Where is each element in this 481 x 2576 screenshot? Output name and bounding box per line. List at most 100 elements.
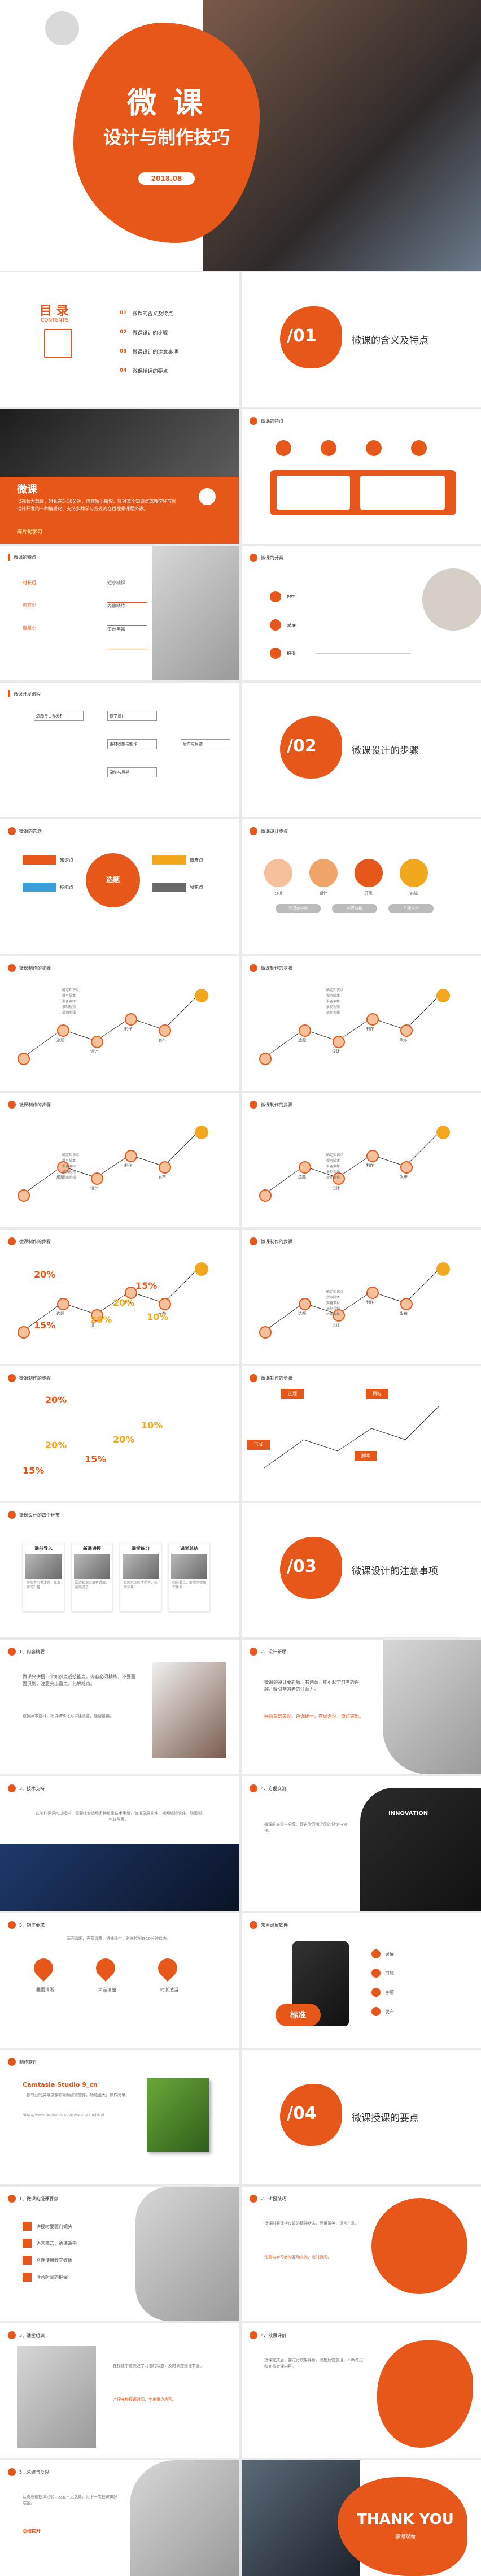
slide-step[interactable]: 微课制作的步骤 选题 设计 制作 发布 确定知识点 撰写脚本 准备素材 录制视频 后期剪辑 (0, 1093, 239, 1227)
slide-step[interactable]: 微课制作的步骤 选题 设计 制作 发布 20% 20% 15% 20% 15% 10% (0, 1230, 239, 1364)
slide-21[interactable]: 1、内容精要 微课只讲授一个知识点或技能点，内容必须精练，不要面面俱到，注意突出… (0, 1640, 239, 1774)
slide-07[interactable]: 微课开发流程 选题与目标分析 教学设计 素材收集与制作 录制与后期 发布与反馈 (0, 683, 239, 817)
toc-item[interactable]: 02 微课设计的步骤 (120, 323, 178, 342)
s9-circle (264, 859, 292, 887)
step-list-item: 后期剪辑 (326, 1313, 340, 1317)
slide-26[interactable]: 常用录屏软件 标准 录屏 剪辑 字幕 发布 (242, 1913, 481, 2048)
slide-step[interactable]: 微课制作的步骤 选题 设计 制作 发布 确定知识点 撰写脚本 准备素材 录制视频 后期剪辑 (0, 956, 239, 1091)
s19-card-image (25, 1554, 62, 1579)
step-node (400, 1298, 413, 1310)
slide-24[interactable]: 4、方便交流 微课的交流与分享，促进学习者之间的讨论与协作。 INNOVATIO… (242, 1776, 481, 1911)
s19-card[interactable]: 课前导入 吸引学习者注意，激发学习兴趣 (23, 1543, 64, 1611)
section-04-num: /04 (287, 2104, 317, 2123)
slide-33-hl: 总结提升 (23, 2529, 41, 2534)
s19-card-desc: 吸引学习者注意，激发学习兴趣 (27, 1581, 61, 1590)
s25-pin-label: 声音清楚 (98, 1987, 116, 1992)
step-list-item: 确定知识点 (326, 988, 344, 992)
slide-thank-you[interactable]: THANK YOU 感谢观看 (242, 2460, 481, 2576)
s19-card[interactable]: 课堂总结 归纳要点，形成完整知识体系 (168, 1543, 210, 1611)
s29-item: 讲授时要面向镜头 (23, 2218, 77, 2235)
step-rocket-icon (436, 989, 450, 1002)
step-list-item: 录制视频 (62, 1170, 76, 1174)
slide-cover[interactable]: 微 课 设计与制作技巧 2018.08 (0, 0, 481, 271)
toc-item[interactable]: 04 微课授课的要点 (120, 361, 178, 380)
section-03-num: /03 (287, 1557, 317, 1576)
s7-box: 发布与反馈 (181, 739, 230, 749)
step-rocket-icon (436, 1262, 450, 1276)
slide-section-01[interactable]: /01 微课的含义及特点 (242, 272, 481, 407)
step-path-line (22, 1132, 198, 1195)
s29-item-num (23, 2256, 32, 2265)
slide-31-body: 在授课中要关注学习者的状态，及时调整授课节奏。 (113, 2364, 204, 2368)
slide-29-header: 1、微课的授课要点 (8, 2195, 58, 2203)
toc-item[interactable]: 03 微课设计的注意事项 (120, 342, 178, 361)
step-node (259, 1189, 272, 1202)
slide-09[interactable]: 微课设计步骤 分析 设计 开发 实施 学习者分析 内容分析 目标设定 (242, 819, 481, 954)
slide-section-03[interactable]: /03 微课设计的注意事项 (242, 1503, 481, 1637)
step-label: 选题 (56, 1038, 64, 1042)
step-list-item: 撰写脚本 (62, 1159, 76, 1163)
slide-29[interactable]: 1、微课的授课要点 讲授时要面向镜头 语言简洁，语速适中 合理使用教学媒体 注意时间的… (0, 2187, 239, 2321)
slide-step[interactable]: 微课制作的步骤 选题 设计 制作 发布 确定知识点 撰写脚本 准备素材 录制视频 后期剪辑 (242, 1093, 481, 1227)
step-node (18, 1326, 30, 1339)
slide-04-header: 微课的特点 (250, 417, 283, 425)
step-pct: 15% (23, 1465, 45, 1476)
s6-row: 拍摄 (270, 639, 411, 667)
slide-32[interactable]: 4、效果评价 授课完成后，要进行效果评价，收集反馈意见，不断改进和完善微课内容。 (242, 2323, 481, 2458)
slide-22[interactable]: 2、设计新颖 微课的设计要新颖、有创意，能引起学习者的兴趣，吸引学习者的注意力。… (242, 1640, 481, 1774)
slide-30-header: 2、讲授技巧 (250, 2195, 286, 2203)
slide-03-highlight: 碎片化学习 (17, 529, 43, 535)
section-03-blob (280, 1537, 342, 1599)
slide-31[interactable]: 3、课堂组织 在授课中要关注学习者的状态，及时调整授课节奏。 合理安排授课时间，… (0, 2323, 239, 2458)
s6-row: 录屏 (270, 611, 411, 639)
s19-card-image (74, 1554, 110, 1579)
slide-27-url[interactable]: http://www.techsmith.com/camtasia.html (23, 2113, 104, 2117)
step-node (125, 1150, 137, 1162)
slide-25[interactable]: 5、制作要求 画面清晰，声音清楚，语速适中，时长控制在10分钟以内。 画面清晰 声… (0, 1913, 239, 2048)
step-pct: 20% (90, 1314, 112, 1325)
slide-step-header-dot (8, 964, 16, 972)
step-label: 选题 (56, 1311, 64, 1316)
slide-03[interactable]: 微课 以视频为载体，时长在5-10分钟，内容短小精悍，针对某个知识点或教学环节而… (0, 409, 239, 544)
slide-05[interactable]: 微课的特点 短小精悍 内容精练 资源丰富 时长短 内容少 容量小 (0, 546, 239, 680)
slide-07-flow: 选题与目标分析 教学设计 素材收集与制作 录制与后期 发布与反馈 (34, 711, 230, 807)
s19-card[interactable]: 课堂练习 及时巩固所学内容，检验效果 (120, 1543, 161, 1611)
toc-item[interactable]: 01 微课的含义及特点 (120, 303, 178, 323)
s9-circle-label: 分析 (274, 891, 282, 896)
slide-04[interactable]: 微课的特点 (242, 409, 481, 544)
slide-05-laptop-photo (152, 546, 239, 680)
step-list-item: 准备素材 (62, 1000, 76, 1004)
slide-23[interactable]: 3、技术支持 在制作微课的过程中，需要综合运用多种信息技术手段，包括录屏软件、视… (0, 1776, 239, 1911)
slide-step[interactable]: 微课制作的步骤 选题 设计 制作 发布 确定知识点 撰写脚本 准备素材 录制视频 后期剪辑 (242, 956, 481, 1091)
s19-card[interactable]: 新课讲授 围绕知识点展开讲解，层层递进 (71, 1543, 113, 1611)
toc-title-en: CONTENTS (41, 318, 69, 323)
step-pct: 10% (141, 1420, 163, 1431)
s7-box: 选题与目标分析 (34, 711, 84, 721)
s29-item-label: 注意时间的把握 (36, 2274, 68, 2280)
slide-17[interactable]: 微课制作的步骤 选题 目标 形式 脚本 (242, 1366, 481, 1501)
slide-section-04[interactable]: /04 微课授课的要点 (242, 2050, 481, 2184)
step-path-line (264, 1132, 440, 1195)
slide-step[interactable]: 微课制作的步骤 选题 设计 制作 发布 确定知识点 撰写脚本 准备素材 录制视频 后期剪辑 (242, 1230, 481, 1364)
slide-section-02[interactable]: /02 微课设计的步骤 (242, 683, 481, 817)
step-list-item: 后期剪辑 (326, 1011, 340, 1015)
step-label: 选题 (56, 1175, 64, 1179)
slide-22-header-text: 2、设计新颖 (261, 1649, 287, 1654)
slide-step[interactable]: 微课制作的步骤 20% 20% 15% 20% 15% 10% (0, 1366, 239, 1501)
slide-06[interactable]: 微课的分类 PPT 录屏 拍摄 (242, 546, 481, 680)
slide-30[interactable]: 2、讲授技巧 授课时要保持良好的精神状态，面带微笑，语言生动。 注重与学习者的互… (242, 2187, 481, 2321)
s8-item-label: 知识点 (60, 857, 73, 863)
slide-18[interactable]: 微课设计的四个环节 课前导入 吸引学习者注意，激发学习兴趣 新课讲授 围绕知识点展开讲… (0, 1503, 239, 1637)
slide-25-header: 5、制作要求 (8, 1921, 45, 1929)
slide-05-items: 短小精悍 内容精练 资源丰富 (107, 580, 147, 649)
step-node (299, 1024, 311, 1037)
step-list-item: 确定知识点 (62, 988, 80, 992)
step-node (333, 1036, 345, 1048)
section-01-title: 微课的含义及特点 (352, 335, 428, 346)
s6-row-icon (270, 619, 281, 631)
slide-27[interactable]: 制作软件 Camtasia Studio 9_cn 一款专业的屏幕录像和视频编辑… (0, 2050, 239, 2184)
toc-item-label: 微课设计的步骤 (132, 330, 168, 336)
slide-33[interactable]: 5、总结与反思 认真总结授课经验，反思不足之处，为下一次授课做好准备。 总结提升 (0, 2460, 239, 2576)
slide-toc[interactable]: 目 录 CONTENTS 01 微课的含义及特点 02 微课设计的步骤 03 微课设计的注… (0, 272, 239, 407)
slide-08[interactable]: 微课的选题 选题 知识点 技能点 重难点 易错点 (0, 819, 239, 954)
